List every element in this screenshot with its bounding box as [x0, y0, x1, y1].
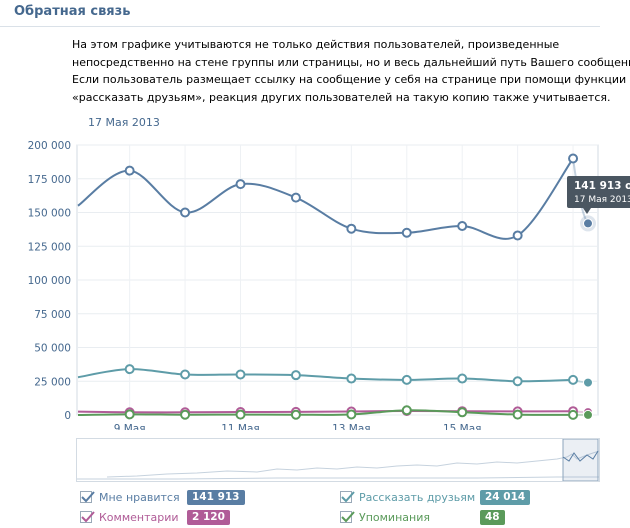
data-point[interactable]: [403, 229, 411, 237]
y-tick-label: 125 000: [28, 241, 71, 253]
legend-value-badge: 2 120: [187, 510, 230, 525]
y-tick-label: 150 000: [28, 208, 71, 220]
current-point[interactable]: [584, 410, 593, 419]
legend-value-badge: 141 913: [187, 490, 245, 505]
navigator-svg[interactable]: [77, 439, 599, 481]
legend-label: Рассказать друзьям: [359, 491, 475, 504]
y-tick-label: 200 000: [28, 140, 71, 152]
feedback-chart[interactable]: 200 000 175 000 150 000 125 000 100 000 75 00…: [0, 130, 630, 430]
checkmark-icon: [80, 489, 96, 505]
data-point[interactable]: [347, 375, 355, 383]
data-point[interactable]: [514, 411, 522, 419]
y-tick-label: 0: [64, 410, 71, 422]
data-point[interactable]: [181, 209, 189, 217]
x-tick-label: 9 Мая: [114, 423, 146, 430]
data-point[interactable]: [403, 406, 411, 414]
data-point[interactable]: [292, 194, 300, 202]
legend-label: Мне нравится: [99, 491, 180, 504]
current-point[interactable]: [584, 378, 593, 387]
y-tick-label: 50 000: [34, 343, 71, 355]
description-line: Если пользователь размещает ссылку на со…: [72, 71, 602, 89]
legend-checkbox[interactable]: [340, 491, 352, 503]
legend-checkbox[interactable]: [340, 511, 352, 523]
legend-value-badge: 24 014: [480, 490, 530, 505]
data-point[interactable]: [126, 365, 134, 373]
legend-checkbox[interactable]: [80, 511, 92, 523]
x-tick-label: 11 Мая: [221, 423, 260, 430]
data-point[interactable]: [569, 411, 577, 419]
tooltip-value: 141 913 о: [574, 180, 630, 192]
y-tick-label: 75 000: [34, 309, 71, 321]
data-point[interactable]: [237, 180, 245, 188]
x-tick-label: 13 Мая: [332, 423, 371, 430]
checkmark-icon: [80, 509, 96, 525]
data-point[interactable]: [237, 371, 245, 379]
data-point[interactable]: [181, 371, 189, 379]
section-title: Обратная связь: [14, 4, 130, 19]
data-point[interactable]: [347, 225, 355, 233]
data-point[interactable]: [458, 222, 466, 230]
legend-label: Упоминания: [359, 511, 430, 524]
data-point[interactable]: [126, 167, 134, 175]
section-header: Обратная связь: [0, 0, 600, 27]
y-tick-label: 175 000: [28, 174, 71, 186]
chart-svg[interactable]: 200 000 175 000 150 000 125 000 100 000 75 00…: [0, 130, 630, 430]
tooltip-date: 17 Мая 2013: [574, 195, 630, 205]
data-point[interactable]: [458, 375, 466, 383]
data-point[interactable]: [292, 411, 300, 419]
data-point[interactable]: [458, 408, 466, 416]
data-point[interactable]: [237, 411, 245, 419]
data-point[interactable]: [347, 410, 355, 418]
y-tick-label: 25 000: [34, 376, 71, 388]
chart-legend: Мне нравится 141 913 Рассказать друзьям …: [0, 486, 630, 524]
legend-value-badge: 48: [480, 510, 505, 525]
current-point[interactable]: [584, 219, 593, 228]
x-tick-label: 15 Мая: [443, 423, 482, 430]
chart-navigator[interactable]: [76, 438, 600, 482]
selected-date-label: 17 Мая 2013: [88, 116, 160, 129]
legend-label: Комментарии: [99, 511, 179, 524]
description-line: На этом графике учитываются не только де…: [72, 36, 602, 54]
data-point[interactable]: [514, 231, 522, 239]
checkmark-icon: [340, 509, 356, 525]
legend-checkbox[interactable]: [80, 491, 92, 503]
data-point[interactable]: [569, 155, 577, 163]
data-point[interactable]: [126, 410, 134, 418]
description-line: «рассказать друзьям», реакция других пол…: [72, 89, 602, 107]
data-point[interactable]: [403, 376, 411, 384]
chart-description: На этом графике учитываются не только де…: [72, 36, 602, 106]
description-line: непосредственно на стене группы или стра…: [72, 54, 602, 72]
data-point[interactable]: [514, 377, 522, 385]
data-point[interactable]: [181, 411, 189, 419]
data-point[interactable]: [569, 376, 577, 384]
checkmark-icon: [340, 489, 356, 505]
y-tick-label: 100 000: [28, 275, 71, 287]
data-point[interactable]: [292, 371, 300, 379]
